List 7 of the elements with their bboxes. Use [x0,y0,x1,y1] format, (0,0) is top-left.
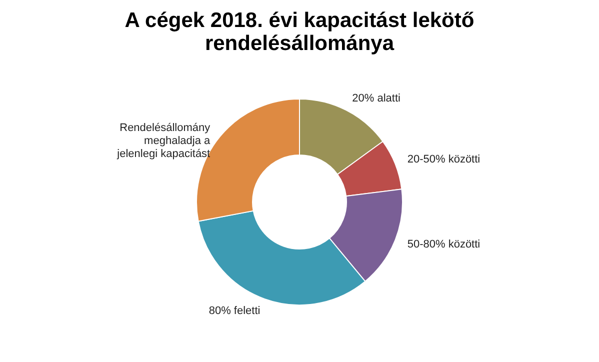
slice-label: 80% feletti [208,305,260,318]
slice-label: Rendelésállomány meghaladja a jelenlegi kapacitást [116,122,211,160]
slice-label: 20% alatti [352,92,400,105]
text: rendelésállománya [204,32,394,55]
slice-label: 20-50% közötti [407,153,480,166]
text: A cégek 2018. évi kapacitást lekötő [124,9,474,32]
slice-label: 50-80% közötti [407,238,480,251]
